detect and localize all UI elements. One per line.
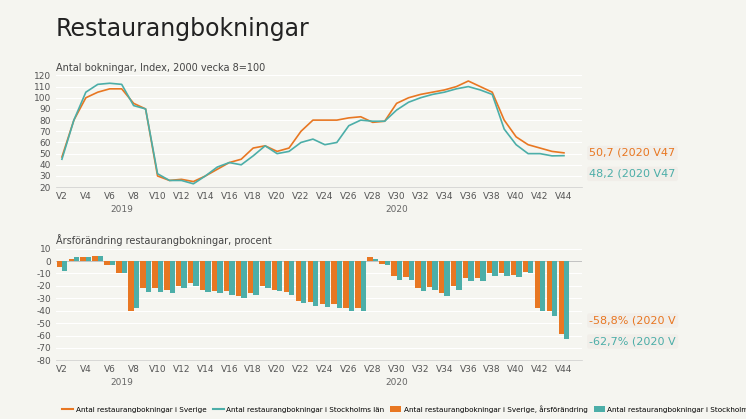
Bar <box>559 261 564 334</box>
Bar <box>283 261 289 292</box>
Bar <box>564 261 569 339</box>
Bar <box>319 261 325 305</box>
Text: Restaurangbokningar: Restaurangbokningar <box>56 17 310 41</box>
Bar <box>140 261 145 288</box>
Bar <box>229 261 235 295</box>
Bar <box>427 261 433 287</box>
Bar <box>439 261 445 293</box>
Bar <box>331 261 337 305</box>
Bar <box>200 261 205 290</box>
Bar <box>540 261 545 310</box>
Bar <box>480 261 486 281</box>
Bar <box>122 261 127 274</box>
Bar <box>325 261 330 307</box>
Bar <box>116 261 122 274</box>
Bar <box>134 261 139 308</box>
Bar <box>511 261 516 275</box>
Bar <box>492 261 498 276</box>
Bar <box>224 261 229 291</box>
Text: Årsförändring restaurangbokningar, procent: Årsförändring restaurangbokningar, proce… <box>56 235 272 246</box>
Bar <box>475 261 480 278</box>
Bar <box>145 261 151 292</box>
Bar <box>157 261 163 292</box>
Bar <box>535 261 540 308</box>
Bar <box>128 261 134 310</box>
Bar <box>385 261 390 265</box>
Bar <box>265 261 271 288</box>
Text: -62,7% (2020 V: -62,7% (2020 V <box>589 336 676 347</box>
Bar <box>403 261 409 277</box>
Bar <box>337 261 342 308</box>
Bar <box>523 261 528 272</box>
Bar <box>169 261 175 293</box>
Bar <box>552 261 557 316</box>
Bar <box>110 261 115 265</box>
Bar <box>57 261 62 267</box>
Bar <box>415 261 421 288</box>
Bar <box>504 261 510 276</box>
Bar <box>152 261 157 288</box>
Bar <box>433 261 438 290</box>
Bar <box>176 261 181 286</box>
Bar <box>301 261 307 303</box>
Bar <box>98 256 103 261</box>
Bar <box>528 261 533 274</box>
Bar <box>236 261 241 296</box>
Bar <box>295 261 301 301</box>
Bar <box>93 256 98 261</box>
Text: Antal bokningar, Index, 2000 vecka 8=100: Antal bokningar, Index, 2000 vecka 8=100 <box>56 63 265 73</box>
Bar <box>188 261 193 283</box>
Bar <box>445 261 450 296</box>
Bar <box>547 261 552 310</box>
Bar <box>367 257 373 261</box>
Bar <box>409 261 414 279</box>
Bar <box>212 261 217 291</box>
Text: 2019: 2019 <box>110 205 133 214</box>
Bar <box>307 261 313 302</box>
Bar <box>397 261 402 279</box>
Bar <box>349 261 354 310</box>
Bar <box>205 261 210 292</box>
Bar <box>457 261 462 290</box>
Bar <box>379 261 385 264</box>
Bar <box>516 261 521 277</box>
Text: -58,8% (2020 V: -58,8% (2020 V <box>589 316 676 326</box>
Bar <box>463 261 468 278</box>
Bar <box>181 261 186 288</box>
Bar <box>248 261 253 293</box>
Bar <box>86 257 91 261</box>
Bar <box>193 261 198 286</box>
Bar <box>164 261 169 290</box>
Bar <box>451 261 457 286</box>
Bar <box>74 257 79 261</box>
Bar <box>260 261 265 286</box>
Bar <box>62 261 67 271</box>
Bar <box>361 261 366 310</box>
Text: 2020: 2020 <box>385 205 408 214</box>
Bar <box>499 261 504 274</box>
Bar <box>277 261 283 291</box>
Text: 50,7 (2020 V47: 50,7 (2020 V47 <box>589 148 675 158</box>
Bar <box>355 261 361 308</box>
Bar <box>391 261 397 276</box>
Bar <box>373 259 378 261</box>
Bar <box>217 261 223 293</box>
Bar <box>421 261 426 291</box>
Legend: Antal restaurangbokningar i Sverige, Antal restaurangbokningar i Stockholms län,: Antal restaurangbokningar i Sverige, Ant… <box>60 402 746 415</box>
Bar <box>272 261 277 290</box>
Bar <box>289 261 295 295</box>
Bar <box>487 261 492 274</box>
Bar <box>468 261 474 281</box>
Bar <box>81 257 86 261</box>
Bar <box>313 261 319 306</box>
Text: 2019: 2019 <box>110 378 133 387</box>
Text: 48,2 (2020 V47: 48,2 (2020 V47 <box>589 169 676 179</box>
Bar <box>241 261 247 298</box>
Bar <box>104 261 110 265</box>
Bar <box>69 259 74 261</box>
Bar <box>253 261 259 295</box>
Bar <box>343 261 349 308</box>
Text: 2020: 2020 <box>385 378 408 387</box>
